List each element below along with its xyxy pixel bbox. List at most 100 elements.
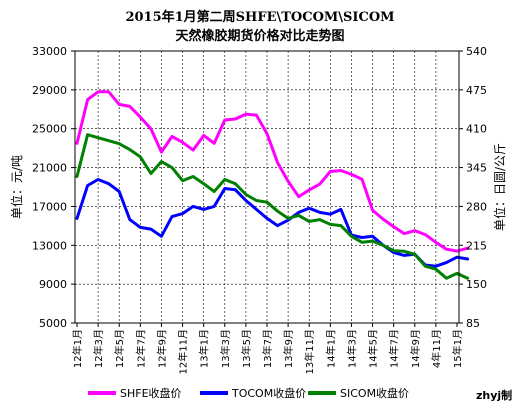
series-2-point [191,205,195,208]
series-3-point [223,178,226,181]
series-1-point [107,90,110,94]
x-tick-label: 13年11月 [303,329,316,374]
series-2-point [455,256,459,259]
series-2-point [318,211,321,214]
series-1-point [350,173,353,176]
left-tick-label: 33000 [32,45,67,58]
series-2-point [434,265,438,268]
series-2-point [128,218,131,221]
series-1-point [265,132,269,135]
series-3-point [107,139,110,142]
series-3-point [297,214,300,217]
series-1-point [308,188,311,192]
left-axis-label: 单位：元/吨 [9,155,24,219]
series-1-point [128,105,131,108]
series-1-point [149,127,153,130]
series-1-point [75,142,79,145]
series-3-point [424,265,427,268]
right-tick-label: 280 [466,200,487,213]
series-1-point [381,217,385,221]
series-1-point [371,209,374,212]
gridlines [75,51,459,323]
series-1-point [455,249,459,253]
series-1-point [191,148,195,152]
series-3-point [392,249,395,252]
series-line-3 [75,133,470,280]
series-line-2 [75,178,470,268]
series-2-point [339,208,343,211]
legend-label-3: SICOM收盘价 [340,386,409,400]
left-tick-label: 17000 [32,200,67,213]
series-2-point [149,227,153,231]
x-tick-label: 14年9月 [409,329,422,368]
series-1-point [276,161,279,164]
series-1-point [392,225,395,228]
series-1-point [318,182,321,186]
series-1-point [413,229,416,232]
series-2-point [244,199,248,202]
left-tick-label: 21000 [32,162,67,175]
left-tick-label: 29000 [32,84,67,97]
x-tick-label: 12年9月 [155,329,168,368]
series-2-point [213,205,216,208]
x-tick-label: 15年1月 [451,329,464,368]
series-1-point [424,233,427,236]
x-tick-label: 14年5月 [367,329,380,368]
series-2-point [308,207,311,210]
series-3-point [455,272,459,275]
right-tick-label: 475 [466,84,487,97]
series-1-point [360,178,364,181]
right-tick-label: 215 [466,239,487,252]
series-3-point [255,199,258,202]
series-3-point [170,166,174,169]
series-3-point [466,277,469,280]
series-3-point [339,224,343,227]
series-3-point [244,193,248,196]
series-3-point [234,182,237,185]
series-1-point [297,195,300,198]
series-3-point [149,172,153,175]
series-3-point [118,142,121,145]
x-tick-label: 13年1月 [198,329,211,368]
series-line-1 [75,90,470,253]
series-2-point [86,184,89,187]
legend: SHFE收盘价 TOCOM收盘价 SICOM收盘价 [88,386,409,400]
series-1-point [118,103,121,106]
x-tick-label: 14年7月 [388,329,401,368]
series-3-point [128,148,131,151]
series-3-point [75,175,79,178]
series-2-point [234,188,237,191]
series-3-point [318,218,321,221]
series-3-point [265,201,269,204]
series-2-point [255,208,258,211]
series-2-point [360,236,364,239]
x-tick-label: 12年11月 [177,329,190,374]
series-1-point [434,241,438,244]
series-3-point [350,235,353,238]
left-tick-label: 9000 [39,278,67,291]
right-tick-label: 85 [466,317,480,330]
series-1-point [160,150,163,154]
series-3-point [371,239,374,243]
series-1-point [139,115,142,119]
series-1-point [181,141,184,144]
series-3-point [360,241,364,244]
series-2-point [96,178,100,181]
left-tick-label: 13000 [32,239,67,252]
series-2-point [371,235,374,238]
series-3-point [413,253,416,256]
legend-label-1: SHFE收盘价 [120,386,182,400]
series-1-point [329,170,332,173]
left-y-axis: 5000 9000 13000 17000 21000 25000 29000 33000 [32,45,75,330]
series-1-point [86,98,89,101]
series-lines [75,90,470,280]
series-2-point [223,187,226,190]
x-tick-label: 12年1月 [71,329,84,368]
series-2-point [329,213,332,216]
series-2-point [265,217,269,220]
x-tick-label: 14年3月 [345,329,358,368]
x-tick-label: 12年3月 [92,329,105,368]
series-3-point [191,175,195,178]
series-1-point [202,134,205,137]
series-2-point [107,182,110,185]
